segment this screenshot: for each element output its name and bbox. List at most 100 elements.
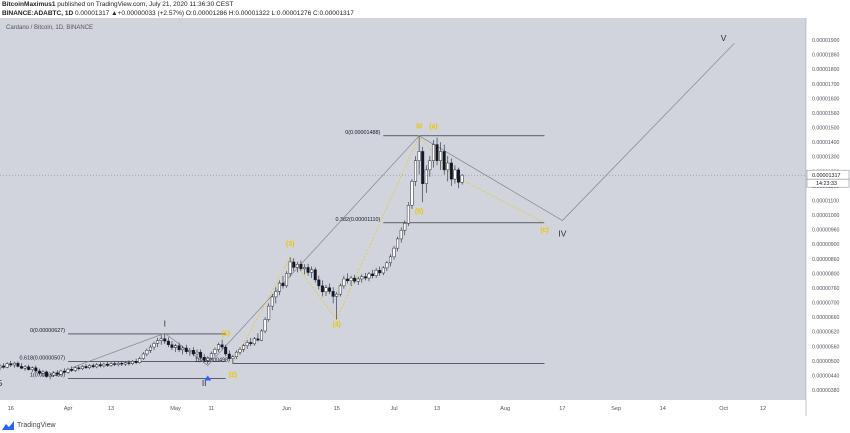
candle-body: [428, 160, 432, 171]
candle-up: [73, 366, 77, 372]
price-axis[interactable]: [806, 18, 850, 416]
y-tick-label: 0.00000960: [812, 228, 840, 234]
wave-label: 5: [0, 378, 3, 388]
candle-body: [109, 363, 113, 366]
candle-body: [356, 278, 360, 282]
candle-up: [310, 266, 314, 279]
wave-label: II: [202, 378, 207, 388]
countdown-label: 14:23:33: [816, 181, 837, 187]
candle-up: [295, 261, 299, 273]
candle-body: [374, 269, 378, 276]
y-tick-label: 0.00001560: [812, 111, 840, 117]
candle-down: [435, 137, 439, 166]
x-tick-label: 14: [660, 406, 666, 412]
x-tick-label: Jul: [390, 406, 397, 412]
chart-svg[interactable]: Cardano / Bitcoin, 1D, BINANCE 0(0.00000…: [0, 18, 850, 416]
candle-body: [353, 277, 357, 282]
y-tick-label: 0.00000500: [812, 359, 840, 365]
candle-body: [131, 361, 135, 364]
candle-up: [52, 371, 56, 377]
time-axis[interactable]: [0, 400, 806, 416]
x-tick-label: Apr: [64, 406, 73, 412]
candle-up: [406, 202, 410, 227]
candle-body: [292, 261, 296, 268]
symbol-line: BINANCE:ADABTC, 1D 0.00001317 ▲+0.000000…: [2, 10, 354, 17]
candle-up: [288, 257, 292, 277]
candle-body: [231, 356, 235, 359]
footer: TradingView: [2, 419, 56, 431]
candle-up: [159, 335, 163, 345]
candle-body: [66, 368, 70, 373]
candle-body: [48, 374, 52, 377]
candle-down: [317, 275, 321, 290]
author-name[interactable]: BitcoinMaximus1: [2, 1, 56, 8]
candle-up: [213, 347, 217, 357]
candle-down: [292, 258, 296, 272]
candle-up: [453, 165, 457, 184]
candle-up: [209, 351, 213, 361]
candle-body: [249, 342, 253, 345]
x-tick-label: 17: [559, 406, 565, 412]
wave-label: V: [721, 33, 727, 43]
candle-up: [349, 275, 353, 286]
candle-body: [116, 362, 120, 365]
candle-body: [163, 338, 167, 342]
candle-down: [202, 353, 206, 363]
candle-up: [303, 264, 306, 275]
price-chart[interactable]: Cardano / Bitcoin, 1D, BINANCE 0(0.00000…: [0, 18, 850, 416]
candle-body: [166, 340, 170, 345]
candle-down: [345, 273, 349, 284]
candle-up: [30, 366, 34, 372]
candle-down: [227, 350, 231, 361]
candle-body: [417, 151, 421, 161]
candles-layer: [0, 135, 464, 380]
footer-brand[interactable]: TradingView: [17, 421, 56, 429]
y-tick-label: 0.00000860: [812, 257, 840, 263]
candle-down: [127, 360, 131, 366]
candle-body: [435, 144, 439, 161]
candle-up: [23, 365, 27, 372]
candle-up: [188, 347, 192, 356]
wave-label: III: [416, 123, 422, 130]
candle-body: [95, 364, 99, 368]
candle-down: [16, 361, 20, 368]
candle-body: [88, 365, 92, 369]
candle-body: [457, 169, 461, 183]
candle-up: [109, 362, 113, 367]
candle-body: [274, 291, 278, 298]
candle-up: [12, 361, 16, 368]
candle-down: [105, 361, 109, 367]
candle-body: [378, 269, 382, 274]
candle-up: [367, 272, 371, 282]
x-tick-label: 11: [208, 406, 214, 412]
fib-level-label: 0.618(0.00000507): [19, 356, 65, 362]
candle-up: [245, 340, 249, 349]
candle-body: [159, 338, 163, 341]
candle-body: [281, 282, 285, 287]
candle-down: [220, 339, 224, 350]
candle-down: [166, 337, 170, 348]
candle-body: [70, 368, 74, 371]
candle-up: [123, 361, 127, 366]
fib-level-label: 0(0.00001488): [345, 130, 380, 136]
fib-level-label: 0(0.00000627): [30, 328, 65, 334]
quote-text: 0.00001317 ▲+0.00000033 (+2.57%) O:0.000…: [74, 10, 354, 17]
candle-up: [195, 349, 199, 359]
candle-body: [170, 344, 174, 348]
candle-up: [263, 317, 267, 334]
candle-body: [9, 363, 13, 366]
wave-label: (4): [332, 321, 341, 328]
candle-body: [303, 267, 306, 270]
wave-label: (2): [229, 372, 238, 379]
candle-body: [55, 372, 59, 375]
candle-up: [403, 220, 407, 236]
candle-down: [320, 280, 324, 297]
candle-down: [442, 144, 446, 175]
candle-body: [199, 351, 203, 358]
candle-down: [34, 365, 38, 373]
candle-body: [174, 345, 178, 348]
candle-down: [84, 364, 88, 370]
candle-body: [191, 350, 195, 355]
candle-body: [317, 279, 321, 287]
candle-body: [371, 273, 375, 276]
